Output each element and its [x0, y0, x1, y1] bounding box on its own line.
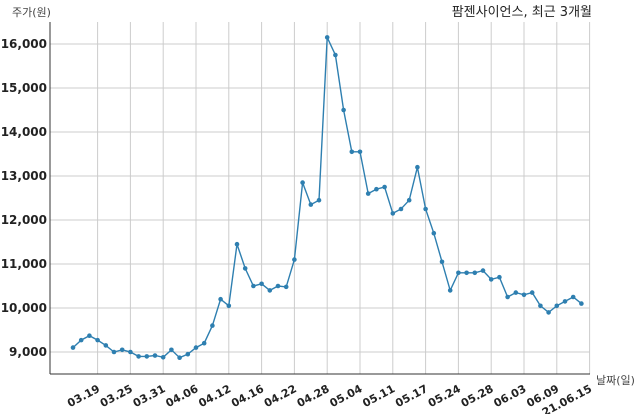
x-axis-ticks: 03.1903.2503.3104.0604.1204.1604.2204.28…: [65, 382, 594, 414]
data-point: [472, 270, 478, 276]
x-tick-label: 04.16: [229, 382, 266, 410]
data-point: [95, 337, 100, 343]
data-point: [456, 270, 461, 276]
data-point: [210, 323, 215, 328]
data-point: [357, 149, 363, 155]
data-point: [308, 202, 314, 207]
x-axis-label: 날짜(일): [596, 373, 635, 387]
data-point: [349, 149, 355, 155]
y-tick-label: 11,000: [1, 257, 47, 271]
y-tick-label: 9,000: [9, 345, 47, 359]
data-point: [160, 354, 166, 360]
data-point: [398, 206, 404, 212]
y-tick-label: 10,000: [1, 301, 47, 315]
data-point: [144, 354, 150, 359]
data-point: [226, 303, 232, 309]
data-point: [251, 283, 256, 289]
y-tick-label: 14,000: [1, 125, 47, 139]
y-tick-label: 12,000: [1, 213, 47, 227]
data-point: [480, 268, 486, 273]
x-tick-label: 04.12: [196, 382, 233, 410]
data-point: [390, 211, 396, 216]
y-axis-label: 주가(원): [12, 6, 51, 19]
data-point: [505, 294, 510, 300]
data-point: [128, 349, 133, 355]
chart-title: 팜젠사이언스, 최근 3개월: [452, 5, 592, 20]
y-axis-ticks: 9,000 10,000 11,000 12,000 13,000 14,000 15,00…: [1, 37, 47, 359]
data-point: [275, 283, 281, 289]
data-point: [570, 294, 576, 300]
data-point: [538, 303, 543, 309]
data-point: [119, 347, 125, 353]
data-point: [136, 354, 141, 359]
data-point: [78, 337, 84, 343]
data-point: [341, 107, 346, 113]
data-point: [546, 310, 551, 315]
data-point: [439, 259, 445, 265]
data-point: [406, 197, 412, 203]
data-point: [292, 257, 297, 262]
data-point: [374, 186, 379, 192]
data-point: [218, 296, 223, 302]
data-point: [111, 349, 117, 355]
x-tick-label: 04.28: [295, 382, 332, 410]
data-point: [201, 340, 207, 346]
data-point: [497, 274, 502, 280]
x-tick-label: 03.31: [131, 382, 168, 410]
y-tick-label: 16,000: [1, 37, 47, 51]
data-point: [185, 351, 191, 357]
data-point: [488, 277, 494, 282]
x-tick-label: 04.06: [164, 382, 201, 410]
data-point: [87, 333, 92, 339]
data-point: [169, 347, 174, 353]
x-tick-label: 05.17: [393, 382, 430, 410]
y-tick-label: 13,000: [1, 169, 47, 183]
data-point: [70, 345, 76, 350]
data-point: [152, 353, 158, 358]
data-point: [177, 355, 182, 361]
data-point: [259, 281, 264, 287]
data-point: [529, 290, 535, 295]
data-point: [382, 184, 387, 190]
data-point: [316, 197, 322, 203]
data-point: [283, 284, 289, 290]
data-point: [554, 303, 560, 309]
data-point: [579, 301, 584, 306]
data-point: [242, 266, 248, 271]
data-point: [103, 343, 109, 348]
grid-lines: [50, 22, 591, 374]
data-point: [193, 345, 199, 350]
data-point: [431, 230, 437, 236]
data-point: [464, 270, 469, 276]
data-point: [324, 35, 330, 40]
price-series: [70, 35, 584, 361]
x-tick-label: 03.19: [65, 382, 102, 410]
data-point: [267, 288, 273, 293]
x-tick-label: 05.28: [459, 382, 496, 410]
data-point: [365, 191, 371, 196]
y-tick-label: 15,000: [1, 81, 47, 95]
x-tick-label: 05.04: [328, 382, 365, 410]
data-point: [447, 288, 453, 293]
data-point: [562, 299, 568, 304]
data-point: [333, 52, 338, 58]
x-tick-label: 05.24: [426, 382, 463, 410]
x-tick-label: 05.11: [360, 382, 397, 410]
x-tick-label: 04.22: [262, 382, 299, 410]
data-point: [521, 292, 527, 298]
data-point: [513, 290, 519, 295]
data-point: [415, 164, 420, 170]
data-point: [423, 206, 428, 212]
x-tick-label: 03.25: [98, 382, 135, 410]
data-point: [300, 180, 305, 185]
data-point: [234, 241, 240, 247]
axes: [49, 22, 590, 375]
x-tick-label: 06.03: [492, 382, 529, 410]
